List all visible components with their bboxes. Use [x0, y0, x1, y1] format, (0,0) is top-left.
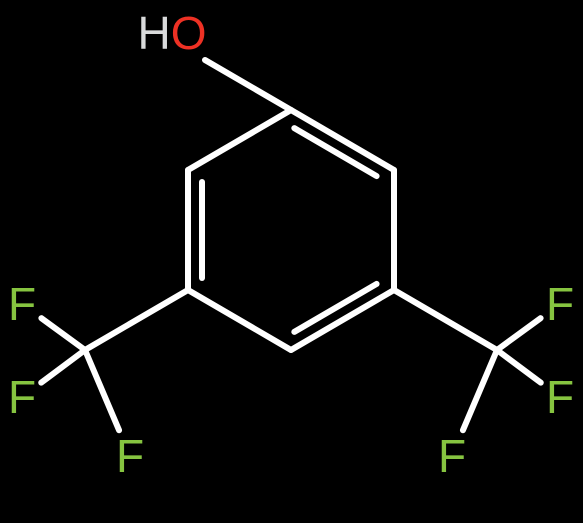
oxygen-char: O — [171, 7, 207, 59]
atom-label-f3: F — [438, 430, 466, 482]
atom-label-f4: F — [8, 278, 36, 330]
atom-label-f1: F — [546, 278, 574, 330]
atom-label-f2: F — [546, 371, 574, 423]
hydrogen-char: H — [137, 7, 170, 59]
hydroxyl-label: HO — [137, 7, 206, 59]
atom-label-f5: F — [8, 371, 36, 423]
atom-label-f6: F — [116, 430, 144, 482]
